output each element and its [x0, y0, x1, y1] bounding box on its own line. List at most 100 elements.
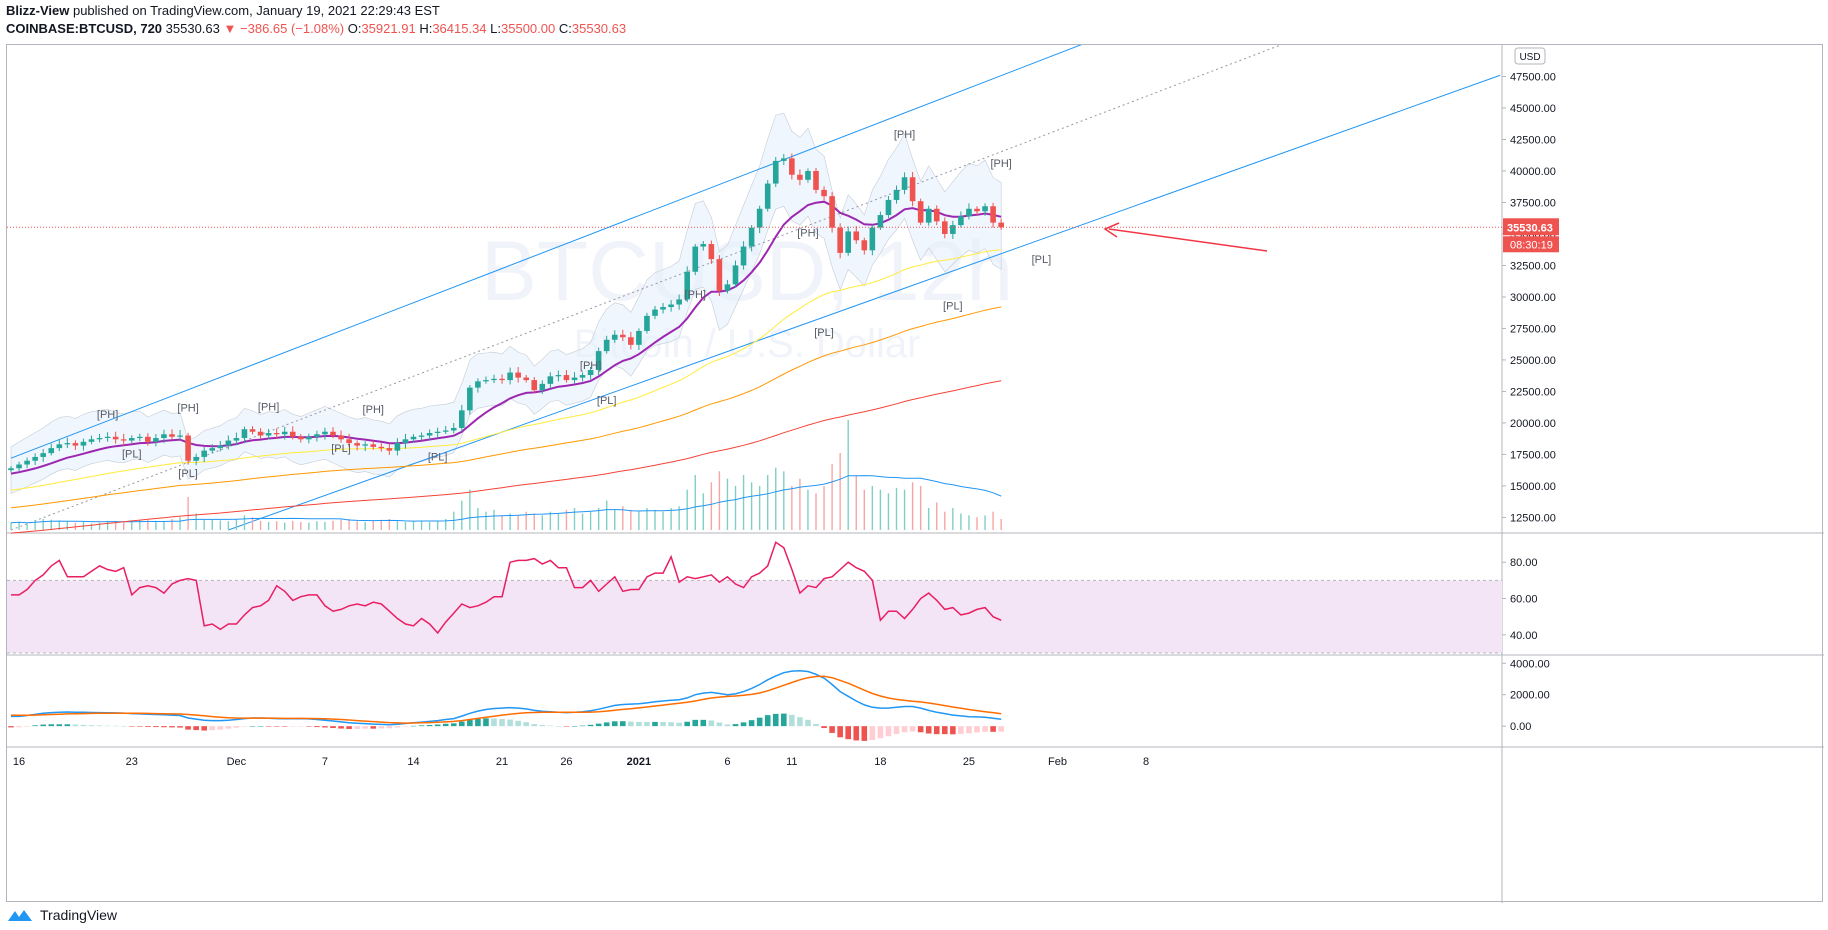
candle-body — [120, 439, 127, 441]
volume-bar — [308, 522, 310, 530]
candle-body — [265, 433, 272, 436]
volume-bar — [66, 521, 69, 530]
open-value: 35921.91 — [361, 21, 416, 36]
volume-bar — [718, 471, 721, 530]
macd-histogram-bar — [628, 721, 634, 727]
swing-label: [PH] — [580, 360, 601, 372]
price-tick-label: 47500.00 — [1510, 71, 1556, 83]
high-value: 36415.34 — [432, 21, 487, 36]
time-tick-label: 18 — [874, 756, 886, 768]
macd-histogram-bar — [177, 726, 183, 728]
candle-body — [531, 380, 538, 391]
price-change: −386.65 (−1.08%) — [240, 21, 345, 36]
annotation-arrow-line — [1108, 228, 1268, 252]
volume-bar — [348, 519, 350, 530]
volume-bar — [195, 513, 197, 530]
candle-body — [185, 435, 191, 461]
volume-bar — [332, 520, 334, 530]
candle-body — [507, 372, 513, 381]
author-name[interactable]: Blizz-View — [6, 3, 70, 18]
macd-histogram-bar — [789, 714, 795, 727]
volume-bar — [686, 489, 688, 530]
volume-bar — [179, 517, 181, 530]
candle-body — [756, 208, 763, 228]
candle-body — [298, 436, 304, 440]
candle-body — [781, 158, 787, 161]
macd-histogram-bar — [942, 726, 948, 735]
time-tick-label: 21 — [496, 756, 508, 768]
macd-histogram-bar — [998, 726, 1004, 732]
macd-histogram-bar — [314, 726, 320, 728]
macd-line — [11, 670, 1002, 726]
footer-brand[interactable]: TradingView — [40, 907, 118, 923]
macd-histogram-bar — [483, 718, 489, 727]
macd-histogram-bar — [209, 726, 216, 731]
macd-histogram-bar — [330, 726, 336, 729]
volume-bar — [396, 520, 399, 530]
volume-bar — [549, 511, 552, 530]
volume-bar — [775, 467, 777, 530]
volume-bar — [106, 520, 109, 530]
candle-body — [362, 444, 368, 446]
candle-body — [128, 438, 135, 441]
candle-body — [974, 208, 980, 212]
volume-bar — [477, 508, 479, 530]
price-tick-label: 22500.00 — [1510, 386, 1556, 398]
time-tick-label: 16 — [13, 756, 25, 768]
volume-bar — [235, 519, 238, 530]
candle-body — [289, 431, 296, 437]
price-tick-label: 30000.00 — [1510, 292, 1556, 304]
macd-histogram-bar — [740, 722, 747, 727]
volume-bar — [26, 523, 28, 530]
volume-bar — [364, 521, 366, 530]
candle-body — [434, 431, 441, 433]
rsi-tick-label: 80.00 — [1510, 557, 1538, 569]
volume-bar — [960, 513, 962, 530]
price-tick-label: 12500.00 — [1510, 512, 1556, 524]
candle-body — [16, 464, 22, 469]
macd-histogram-bar — [217, 726, 224, 730]
candle-body — [966, 208, 972, 217]
macd-histogram-bar — [772, 713, 779, 727]
swing-label: [PH] — [797, 227, 818, 239]
volume-bar — [219, 520, 221, 530]
macd-tick-label: 4000.00 — [1510, 658, 1550, 670]
candle-body — [668, 304, 674, 308]
volume-bar — [340, 519, 342, 530]
candle-body — [249, 429, 256, 432]
macd-histogram-bar — [426, 724, 433, 727]
volume-bar — [630, 509, 632, 530]
candle-body — [700, 244, 707, 247]
volume-bar — [919, 486, 922, 530]
volume-bar — [171, 519, 173, 530]
macd-histogram-bar — [668, 722, 674, 727]
candle-body — [418, 435, 425, 437]
price-tick-label: 27500.00 — [1510, 323, 1556, 335]
candle-body — [386, 448, 393, 451]
volume-bar — [74, 522, 77, 530]
tradingview-logo-icon[interactable] — [6, 907, 34, 923]
candle-body — [708, 244, 715, 260]
volume-bar — [815, 493, 817, 530]
currency-badge-label: USD — [1519, 52, 1540, 63]
macd-histogram-bar — [169, 726, 175, 728]
price-tick-label: 42500.00 — [1510, 134, 1556, 146]
macd-histogram-bar — [756, 717, 763, 727]
currency-badge[interactable]: USD — [1514, 47, 1546, 65]
macd-histogram-bar — [515, 720, 521, 727]
swing-label: [PH] — [685, 289, 706, 301]
macd-histogram-bar — [797, 717, 803, 727]
macd-histogram-bar — [933, 726, 940, 735]
candle-body — [885, 199, 892, 216]
macd-histogram-bar — [966, 726, 972, 734]
candle-body — [982, 206, 988, 212]
macd-histogram-bar — [563, 726, 570, 727]
countdown-tag-value: 08:30:19 — [1510, 239, 1553, 251]
volume-bar — [750, 482, 753, 530]
macd-histogram-bar — [764, 715, 771, 727]
macd-histogram-bar — [885, 726, 892, 737]
candle-body — [595, 351, 602, 371]
volume-bar — [227, 521, 230, 530]
